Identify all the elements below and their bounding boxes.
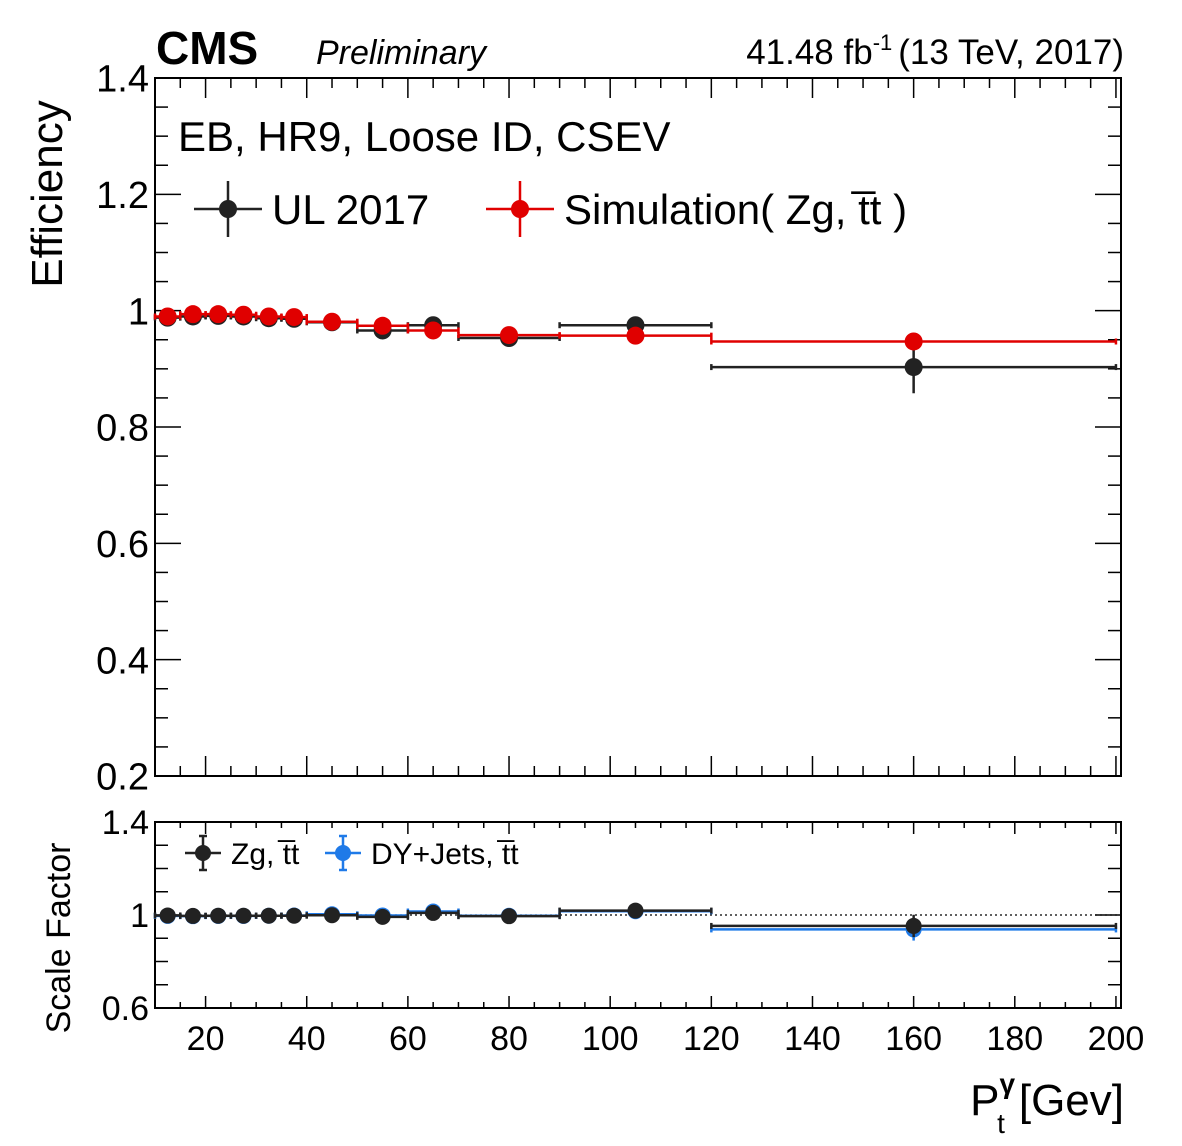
simulation-point (183, 305, 202, 324)
zg-point (425, 904, 442, 921)
dyjets-legend-entry: DY+Jets, t̅t (325, 834, 519, 872)
scale-factor-x-tick-label: 40 (288, 1020, 326, 1058)
ul2017-point (904, 358, 923, 377)
simulation-point (904, 332, 923, 351)
scale-factor-x-tick-label: 200 (1088, 1020, 1145, 1058)
zg-point (184, 907, 201, 924)
selection-annotation: EB, HR9, Loose ID, CSEV (178, 113, 671, 160)
zg-point (905, 917, 922, 934)
scale-factor-x-tick-label: 120 (683, 1020, 740, 1058)
simulation-point (500, 326, 519, 345)
simulation-legend-entry: Simulation( Zg, t̅t ) (486, 181, 907, 237)
dyjets-legend-label: DY+Jets, t̅t (371, 838, 519, 871)
x-axis-title: Pγ t [Gev] (970, 1068, 1124, 1139)
simulation-point (234, 305, 253, 324)
scale-factor-marks (153, 902, 1118, 941)
ul2017-legend-entry: UL 2017 (194, 181, 429, 237)
lumi-value: 41.48 fb (746, 33, 873, 72)
scale-factor-y-tick-label: 0.6 (102, 990, 149, 1028)
efficiency-y-tick-label: 1.4 (96, 59, 149, 101)
efficiency-y-tick-label: 0.6 (96, 524, 149, 566)
efficiency-frame (154, 77, 1122, 777)
x-axis-title-main: P (970, 1076, 999, 1125)
simulation-point (424, 321, 443, 340)
efficiency-y-tick-label: 1.2 (96, 175, 149, 217)
status-label: Preliminary (316, 34, 488, 72)
x-axis-title-unit: [Gev] (1019, 1076, 1124, 1125)
scale-factor-panel: 0.6 1 1.4 20 40 60 80 100 120 140 160 180 200 Scale … (40, 804, 1144, 1139)
zg-point (627, 902, 644, 919)
zg-point (324, 907, 341, 924)
zg-point (210, 907, 227, 924)
scale-factor-x-tick-label: 140 (784, 1020, 841, 1058)
zg-point (374, 908, 391, 925)
simulation-series (153, 305, 1118, 351)
efficiency-legend: UL 2017 Simulation( Zg, t̅t ) (194, 181, 907, 237)
zg-point (501, 908, 518, 925)
scale-factor-legend: Zg, t̅t DY+Jets, t̅t (185, 834, 519, 872)
simulation-point (323, 312, 342, 331)
zg-point (286, 907, 303, 924)
efficiency-y-tick-label: 0.2 (96, 757, 149, 799)
scale-factor-y-tick-label: 1 (130, 897, 149, 935)
efficiency-y-tick-label: 1 (128, 291, 149, 333)
zg-point (235, 907, 252, 924)
zg-legend-marker (195, 845, 211, 861)
simulation-point (373, 316, 392, 335)
zg-point (159, 907, 176, 924)
ul2017-legend-marker (219, 200, 237, 218)
scale-factor-x-tick-label: 60 (389, 1020, 427, 1058)
simulation-legend-label: Simulation( Zg, t̅t ) (564, 186, 907, 233)
efficiency-marks (153, 305, 1118, 394)
zg-point (260, 907, 277, 924)
efficiency-panel: 0.2 0.4 0.6 0.8 1 1.2 1.4 EB, HR9, Loose ID, C… (23, 59, 1122, 799)
luminosity-label: 41.48 fb-1 (13 TeV, 2017) (746, 30, 1124, 72)
scale-factor-x-tick-label: 160 (885, 1020, 942, 1058)
x-axis-title-sub: t (997, 1108, 1005, 1139)
efficiency-y-tick-label: 0.8 (96, 408, 149, 450)
lumi-energy: (13 TeV, 2017) (898, 33, 1124, 72)
x-axis-title-sup: γ (999, 1068, 1015, 1099)
zg-legend-label: Zg, t̅t (231, 838, 300, 871)
scale-factor-y-tick-label: 1.4 (102, 804, 149, 842)
experiment-label: CMS (156, 22, 258, 74)
scale-factor-x-tick-label: 20 (187, 1020, 225, 1058)
scale-factor-x-tick-label: 80 (490, 1020, 528, 1058)
simulation-point (158, 307, 177, 326)
simulation-legend-marker (511, 200, 529, 218)
efficiency-y-tick-label: 0.4 (96, 640, 149, 682)
efficiency-ticks: 0.2 0.4 0.6 0.8 1 1.2 1.4 (96, 59, 1121, 799)
scale-factor-x-tick-label: 100 (582, 1020, 639, 1058)
simulation-point (626, 326, 645, 345)
scale-factor-y-axis-title: Scale Factor (40, 843, 78, 1034)
simulation-point (259, 307, 278, 326)
efficiency-y-axis-title: Efficiency (23, 100, 72, 288)
scale-factor-x-tick-label: 180 (986, 1020, 1043, 1058)
dyjets-legend-marker (335, 845, 351, 861)
scale-factor-ticks: 0.6 1 1.4 20 40 60 80 100 120 140 160 180 200 (102, 804, 1145, 1058)
zg-series (153, 902, 1118, 938)
simulation-point (285, 308, 304, 327)
ul2017-legend-label: UL 2017 (272, 186, 429, 233)
zg-legend-entry: Zg, t̅t (185, 834, 300, 872)
lumi-exponent: -1 (873, 30, 893, 55)
simulation-point (209, 305, 228, 324)
